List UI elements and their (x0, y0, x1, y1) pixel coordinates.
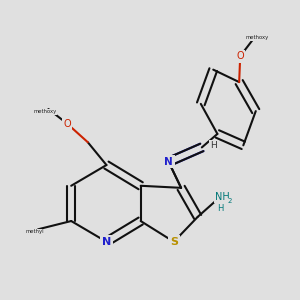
Text: NH: NH (215, 192, 230, 202)
Text: S: S (170, 237, 178, 247)
Text: N: N (102, 237, 111, 247)
Text: O: O (63, 118, 71, 129)
Text: H: H (210, 141, 217, 150)
Text: methyl: methyl (26, 229, 44, 234)
Text: 2: 2 (228, 198, 232, 204)
Text: H: H (217, 205, 223, 214)
Text: O: O (236, 51, 244, 61)
Text: methoxy: methoxy (245, 35, 268, 40)
Text: N: N (164, 157, 173, 167)
Text: methoxy: methoxy (34, 109, 57, 114)
